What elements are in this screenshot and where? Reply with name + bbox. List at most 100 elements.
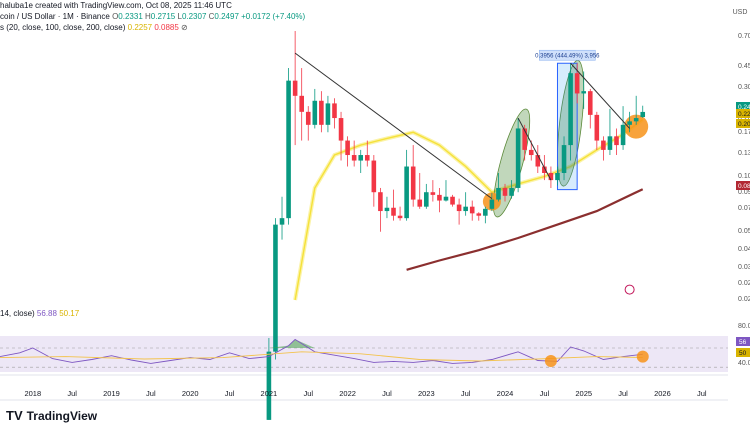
- candle-body: [587, 91, 593, 115]
- time-axis-label: 2026: [654, 389, 671, 398]
- price-axis-label: 0.70: [738, 33, 750, 40]
- chart-header-line1: haluba1e created with TradingView.com, O…: [0, 1, 232, 10]
- ma200-line: [406, 188, 644, 271]
- candle-body: [305, 111, 311, 125]
- candle-body: [509, 187, 514, 196]
- time-axis-label: Jul: [303, 389, 313, 398]
- rsi-overbought-fill: [268, 339, 322, 348]
- price-tag-text: 0.20: [738, 121, 750, 128]
- price-tag: [736, 102, 750, 111]
- time-axis-label: Jul: [146, 389, 156, 398]
- candle-body: [437, 194, 442, 201]
- price-axis-label: 0.05: [738, 228, 750, 235]
- candle-body: [581, 91, 587, 94]
- candle-body: [325, 103, 331, 125]
- candle-body: [312, 100, 318, 125]
- rsi-legend: 14, close) 56.88 50.17: [0, 309, 79, 318]
- price-axis-label: 0.03: [738, 264, 750, 271]
- range-label-box: [539, 49, 596, 61]
- price-tag: [736, 181, 750, 190]
- ma-legend-label[interactable]: s (20, close, 100, close, 200, close): [0, 23, 126, 32]
- range-label-text: 0.3956 (444.49%) 3,956: [535, 54, 600, 60]
- price-tag-text: 0.08: [738, 183, 750, 190]
- candle-body: [345, 140, 350, 156]
- time-axis-label: 2021: [261, 389, 278, 398]
- low-value: 0.2307: [181, 12, 207, 21]
- candle-body: [568, 73, 573, 146]
- time-axis-label: Jul: [461, 389, 471, 398]
- rsi-highlight-circle-2: [636, 350, 649, 363]
- candle-body: [515, 128, 521, 188]
- price-tag-text: 0.22: [738, 111, 750, 118]
- ma200-value: 0.0885: [154, 23, 179, 32]
- candle-body: [601, 140, 606, 150]
- candle-body: [594, 114, 600, 141]
- hide-icon[interactable]: ⊘: [181, 23, 188, 32]
- candle-body: [561, 145, 567, 174]
- candle-body: [338, 118, 344, 141]
- candle-body: [319, 100, 324, 125]
- symbol-label[interactable]: coin / US Dollar · 1M · Binance: [0, 12, 110, 21]
- candle-body: [528, 149, 534, 156]
- candle-body: [292, 80, 298, 96]
- price-axis-label: 0.17: [738, 129, 750, 136]
- time-axis-label: Jul: [697, 389, 707, 398]
- candle-body: [548, 173, 554, 181]
- candle-body: [640, 111, 646, 118]
- rsi-tag-text: 50: [739, 350, 747, 357]
- time-axis-label: 2024: [497, 389, 514, 398]
- time-axis-label: Jul: [67, 389, 77, 398]
- candle-body: [266, 351, 272, 420]
- candle-body: [535, 155, 541, 167]
- candle-body: [633, 118, 639, 122]
- candle-body: [358, 155, 364, 161]
- rsi-tag-text: 56: [739, 339, 747, 346]
- candle-body: [286, 80, 291, 219]
- rsi-tag: [736, 348, 750, 357]
- price-tag-text: 0.24: [738, 104, 750, 111]
- time-axis-label: 2019: [103, 389, 120, 398]
- low-label: L: [177, 12, 182, 21]
- trendline: [294, 52, 493, 200]
- candle-body: [483, 208, 488, 216]
- time-axis-label: Jul: [618, 389, 628, 398]
- rsi-ma-value: 50.17: [59, 309, 80, 318]
- candle-body: [463, 206, 468, 212]
- candle-body: [378, 192, 383, 212]
- price-axis-label: 0.02: [738, 296, 750, 303]
- candle-body: [397, 215, 403, 219]
- candle-body: [450, 196, 455, 205]
- open-value: 0.2331: [118, 12, 143, 21]
- time-axis-label: Jul: [540, 389, 550, 398]
- trendline: [570, 62, 630, 129]
- candle-body: [384, 207, 390, 212]
- tradingview-logo-text: TradingView: [26, 408, 98, 423]
- candle-body: [273, 224, 278, 352]
- high-label: H: [145, 12, 151, 21]
- candle-body: [430, 192, 436, 195]
- price-axis-label: 0.04: [738, 246, 750, 253]
- breakout-ellipse-1: [493, 108, 531, 218]
- alert-icon: [624, 284, 635, 295]
- candle-body: [614, 136, 619, 146]
- rsi-ma-line: [0, 351, 643, 362]
- price-axis-label: 0.13: [738, 150, 750, 157]
- high-value: 0.2715: [150, 12, 176, 21]
- ma100-line: [294, 118, 644, 301]
- candle-body: [476, 213, 482, 216]
- price-axis-label: 0.09: [738, 189, 750, 196]
- candle-body: [299, 95, 304, 112]
- chart-header-ohlc: coin / US Dollar · 1M · Binance O0.2331 …: [0, 12, 305, 21]
- time-axis-label: 2020: [182, 389, 199, 398]
- rsi-legend-label[interactable]: 14, close): [0, 309, 35, 318]
- price-tag: [736, 109, 750, 118]
- rsi-axis-label: 80.0: [738, 323, 750, 330]
- open-label: O: [112, 12, 119, 21]
- author-line: haluba1e created with TradingView.com, O…: [0, 1, 232, 10]
- time-axis-label: 2023: [418, 389, 435, 398]
- time-axis-label: 2025: [575, 389, 592, 398]
- candle-body: [574, 73, 580, 94]
- tradingview-logo[interactable]: TV TradingView: [6, 408, 97, 423]
- time-axis-label: Jul: [225, 389, 235, 398]
